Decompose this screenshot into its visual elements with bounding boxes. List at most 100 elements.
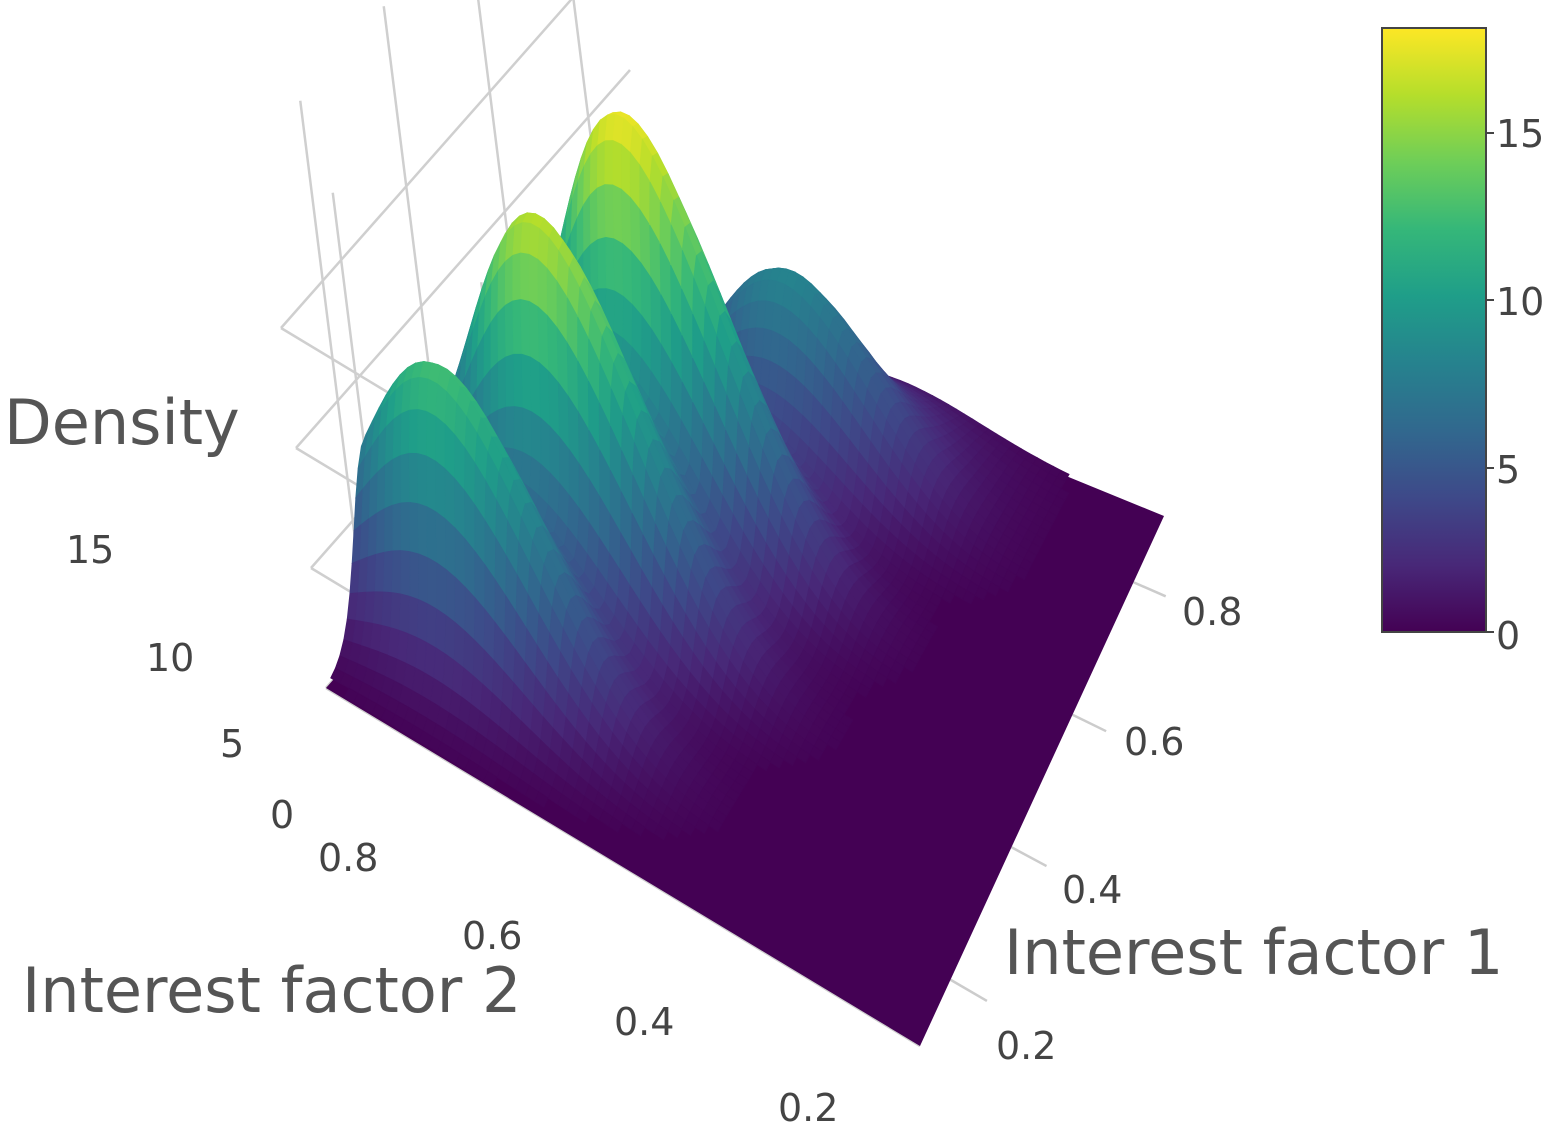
surface-facet bbox=[604, 184, 615, 240]
surface-facet bbox=[426, 506, 438, 564]
surface-facet bbox=[400, 501, 411, 553]
x-tick-mark bbox=[1010, 846, 1048, 868]
x-tick-mark bbox=[1132, 581, 1167, 598]
surface-facet bbox=[490, 311, 499, 371]
surface-facet bbox=[522, 407, 532, 458]
z-tick-label: 10 bbox=[146, 636, 195, 680]
surface-facet bbox=[612, 184, 623, 245]
surface-facet bbox=[426, 455, 437, 513]
surface-facet bbox=[513, 406, 524, 453]
surface-facet bbox=[417, 452, 428, 508]
grid-line bbox=[295, 69, 631, 449]
z-axis-title: Density bbox=[4, 386, 240, 459]
surface-facet bbox=[613, 238, 624, 298]
surface-facet bbox=[417, 408, 428, 457]
surface-facet bbox=[417, 503, 428, 559]
surface-facet bbox=[400, 452, 411, 504]
surface-facet bbox=[612, 139, 622, 190]
colorbar-tick-label: 10 bbox=[1496, 280, 1545, 324]
x-tick-mark bbox=[1071, 713, 1107, 733]
surface-facet bbox=[856, 683, 871, 698]
surface-facet bbox=[383, 550, 394, 594]
surface-facet bbox=[903, 658, 918, 673]
surface-facet bbox=[769, 752, 785, 769]
surface-facet bbox=[505, 406, 515, 450]
surface-facet bbox=[399, 593, 411, 635]
surface-facet bbox=[445, 568, 456, 624]
y-tick-label: 0.4 bbox=[614, 1000, 675, 1044]
surface-facet bbox=[589, 187, 599, 246]
x-tick-label: 0.8 bbox=[1182, 590, 1243, 634]
surface-facet bbox=[826, 735, 841, 751]
surface-facet bbox=[444, 614, 456, 662]
surface-facet bbox=[426, 410, 437, 462]
surface-facet bbox=[444, 518, 456, 579]
surface-facet bbox=[756, 755, 771, 772]
surface-facet bbox=[367, 512, 378, 558]
surface-facet bbox=[941, 588, 955, 604]
surface-facet bbox=[427, 556, 438, 610]
x-tick-label: 0.2 bbox=[996, 1024, 1057, 1068]
surface-facet bbox=[374, 551, 386, 593]
surface-facet bbox=[590, 238, 599, 293]
colorbar-tick-label: 0 bbox=[1496, 614, 1521, 658]
surface-facet bbox=[392, 502, 402, 552]
surface-facet bbox=[604, 140, 614, 186]
surface-facet bbox=[886, 668, 901, 684]
surface-facet bbox=[694, 818, 710, 835]
x-tick-mark bbox=[949, 978, 988, 1003]
y-tick-label: 0.2 bbox=[778, 1086, 839, 1130]
surface-facet bbox=[531, 411, 542, 465]
z-tick-label: 15 bbox=[66, 528, 115, 572]
colorbar-tick-label: 5 bbox=[1496, 448, 1521, 492]
surface-facet bbox=[873, 671, 888, 687]
surface-facet bbox=[504, 300, 515, 358]
surface-facet bbox=[575, 806, 591, 824]
y-tick-label: 0.6 bbox=[462, 914, 523, 958]
surface-facet bbox=[375, 507, 386, 555]
surface-facet bbox=[809, 745, 824, 761]
surface-facet bbox=[497, 260, 506, 314]
y-tick-label: 0.8 bbox=[318, 836, 379, 880]
surface-facet bbox=[621, 143, 631, 199]
x-tick-label: 0.6 bbox=[1124, 720, 1185, 764]
surface-facet bbox=[482, 368, 492, 422]
surface-facet bbox=[653, 824, 669, 841]
surface-facet bbox=[435, 460, 446, 520]
surface-facet bbox=[589, 144, 599, 196]
surface-facet bbox=[490, 361, 499, 415]
surface-facet bbox=[400, 409, 411, 456]
colorbar-tick-label: 15 bbox=[1496, 112, 1545, 156]
surface-facet bbox=[630, 820, 646, 837]
surface-facet bbox=[974, 585, 988, 601]
surface-facet bbox=[497, 356, 507, 411]
surface-facet bbox=[1015, 566, 1029, 581]
surface-facet bbox=[390, 592, 402, 631]
surface-facet bbox=[596, 183, 607, 240]
surface-facet bbox=[605, 236, 616, 292]
density-surface bbox=[330, 111, 1070, 841]
colorbar bbox=[1381, 27, 1494, 633]
surface-facet bbox=[505, 353, 515, 408]
surface-facet bbox=[409, 501, 420, 555]
surface-facet bbox=[408, 595, 419, 639]
surface-facet bbox=[435, 511, 447, 571]
y-axis-title: Interest factor 2 bbox=[22, 954, 522, 1027]
surface-facet bbox=[521, 353, 533, 413]
surface-facet bbox=[426, 603, 438, 649]
surface-facet bbox=[782, 750, 798, 767]
surface-facet bbox=[667, 822, 683, 839]
surface-facet bbox=[400, 550, 411, 597]
surface-facet bbox=[497, 304, 507, 363]
surface-facet bbox=[454, 576, 466, 632]
surface-facet bbox=[453, 621, 466, 669]
surface-facet bbox=[596, 140, 606, 189]
surface-facet bbox=[540, 416, 551, 474]
surface-facet bbox=[504, 254, 514, 307]
z-tick-label: 5 bbox=[220, 722, 245, 766]
surface-facet bbox=[408, 409, 419, 454]
surface-facet bbox=[418, 553, 428, 605]
surface-facet bbox=[622, 242, 633, 306]
surface-facet bbox=[613, 290, 624, 340]
